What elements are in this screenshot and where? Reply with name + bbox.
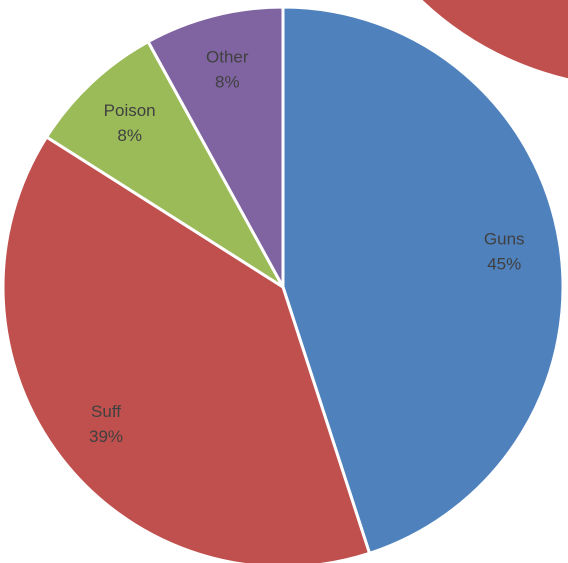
slice-category-label: Suff [91,402,121,421]
pie-slice [146,5,285,289]
pie-slice [281,5,565,555]
slice-value-label: 39% [89,427,123,446]
slice-category-label: Other [206,48,249,67]
slice-category-label: Poison [104,101,156,120]
slice-category-label: Guns [484,229,525,248]
slice-value-label: 8% [117,126,142,145]
pie-slice [45,40,285,289]
pie-labels: Guns 45% Suff 39% Poison 8% Other 8% [89,48,525,446]
slice-value-label: 8% [215,73,240,92]
slice-value-label: 45% [487,254,521,273]
pie [1,5,565,563]
neighbor-slice [418,0,568,82]
pie-slice [1,135,372,563]
